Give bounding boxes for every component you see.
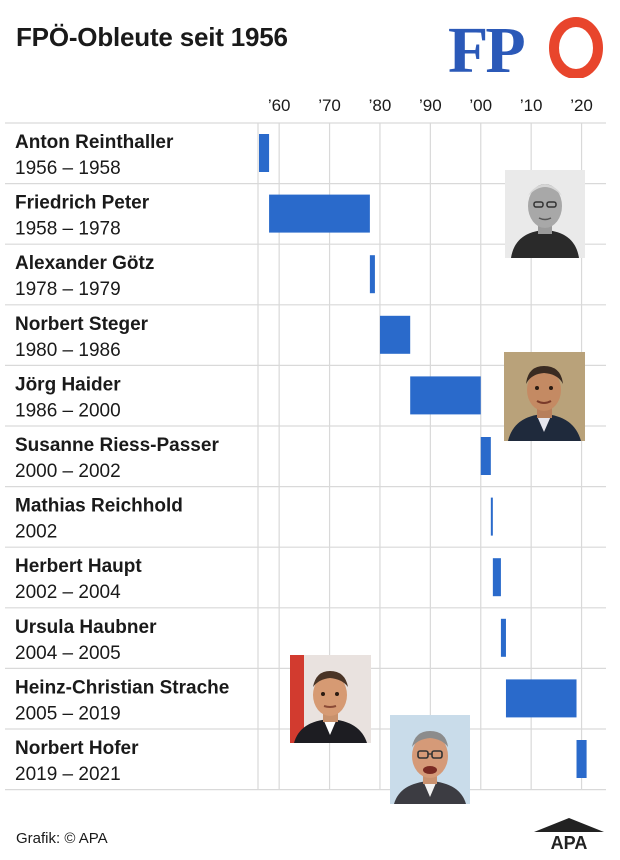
leader-term: 1986 – 2000 bbox=[15, 400, 121, 421]
leader-name: Herbert Haupt bbox=[15, 556, 142, 577]
term-bar bbox=[369, 255, 375, 294]
leader-name: Anton Reinthaller bbox=[15, 132, 174, 153]
x-tick-label: ’20 bbox=[570, 96, 593, 115]
leader-name: Friedrich Peter bbox=[15, 193, 150, 214]
x-tick-label: ’80 bbox=[369, 96, 392, 115]
term-bar bbox=[269, 194, 370, 233]
leader-name: Susanne Riess-Passer bbox=[15, 435, 219, 456]
leader-name: Norbert Hofer bbox=[15, 738, 139, 759]
leader-term: 1978 – 1979 bbox=[15, 279, 121, 300]
x-tick-label: ’10 bbox=[520, 96, 543, 115]
norbert-hofer-photo bbox=[390, 715, 470, 804]
term-bar bbox=[500, 618, 506, 657]
leader-term: 2000 – 2002 bbox=[15, 461, 121, 482]
term-bar bbox=[410, 376, 481, 415]
leader-term: 2004 – 2005 bbox=[15, 643, 121, 664]
apa-logo: APA bbox=[534, 818, 604, 850]
leader-name: Norbert Steger bbox=[15, 314, 149, 335]
leader-term: 2019 – 2021 bbox=[15, 764, 121, 785]
fpoe-party-logo: FP bbox=[448, 14, 603, 78]
svg-text:APA: APA bbox=[551, 833, 588, 850]
heinz-christian-strache-photo bbox=[290, 655, 371, 743]
leader-name: Mathias Reichhold bbox=[15, 496, 183, 517]
leader-name: Jörg Haider bbox=[15, 374, 121, 395]
chart-title: FPÖ-Obleute seit 1956 bbox=[16, 22, 288, 52]
leader-name: Ursula Haubner bbox=[15, 617, 157, 638]
leader-term: 2005 – 2019 bbox=[15, 703, 121, 724]
leader-term: 1980 – 1986 bbox=[15, 340, 121, 361]
term-bar bbox=[576, 740, 587, 778]
term-bar bbox=[259, 134, 270, 172]
leader-term: 2002 – 2004 bbox=[15, 582, 121, 603]
leader-term: 1956 – 1958 bbox=[15, 158, 121, 179]
footer-credit: Grafik: © APA bbox=[16, 830, 108, 847]
x-tick-label: ’60 bbox=[268, 96, 291, 115]
term-bar bbox=[492, 558, 501, 597]
x-tick-label: ’70 bbox=[318, 96, 341, 115]
svg-text:FP: FP bbox=[448, 14, 524, 78]
leader-name: Alexander Götz bbox=[15, 253, 154, 274]
friedrich-peter-photo bbox=[505, 170, 585, 258]
x-tick-label: ’00 bbox=[469, 96, 492, 115]
term-bar bbox=[490, 497, 493, 536]
joerg-haider-photo bbox=[504, 352, 585, 441]
leader-name: Heinz-Christian Strache bbox=[15, 677, 229, 698]
term-bar bbox=[379, 315, 411, 354]
leader-term: 2002 bbox=[15, 522, 57, 543]
leader-term: 1958 – 1978 bbox=[15, 219, 121, 240]
term-bar bbox=[505, 679, 577, 718]
term-bar bbox=[480, 437, 491, 475]
x-tick-label: ’90 bbox=[419, 96, 442, 115]
